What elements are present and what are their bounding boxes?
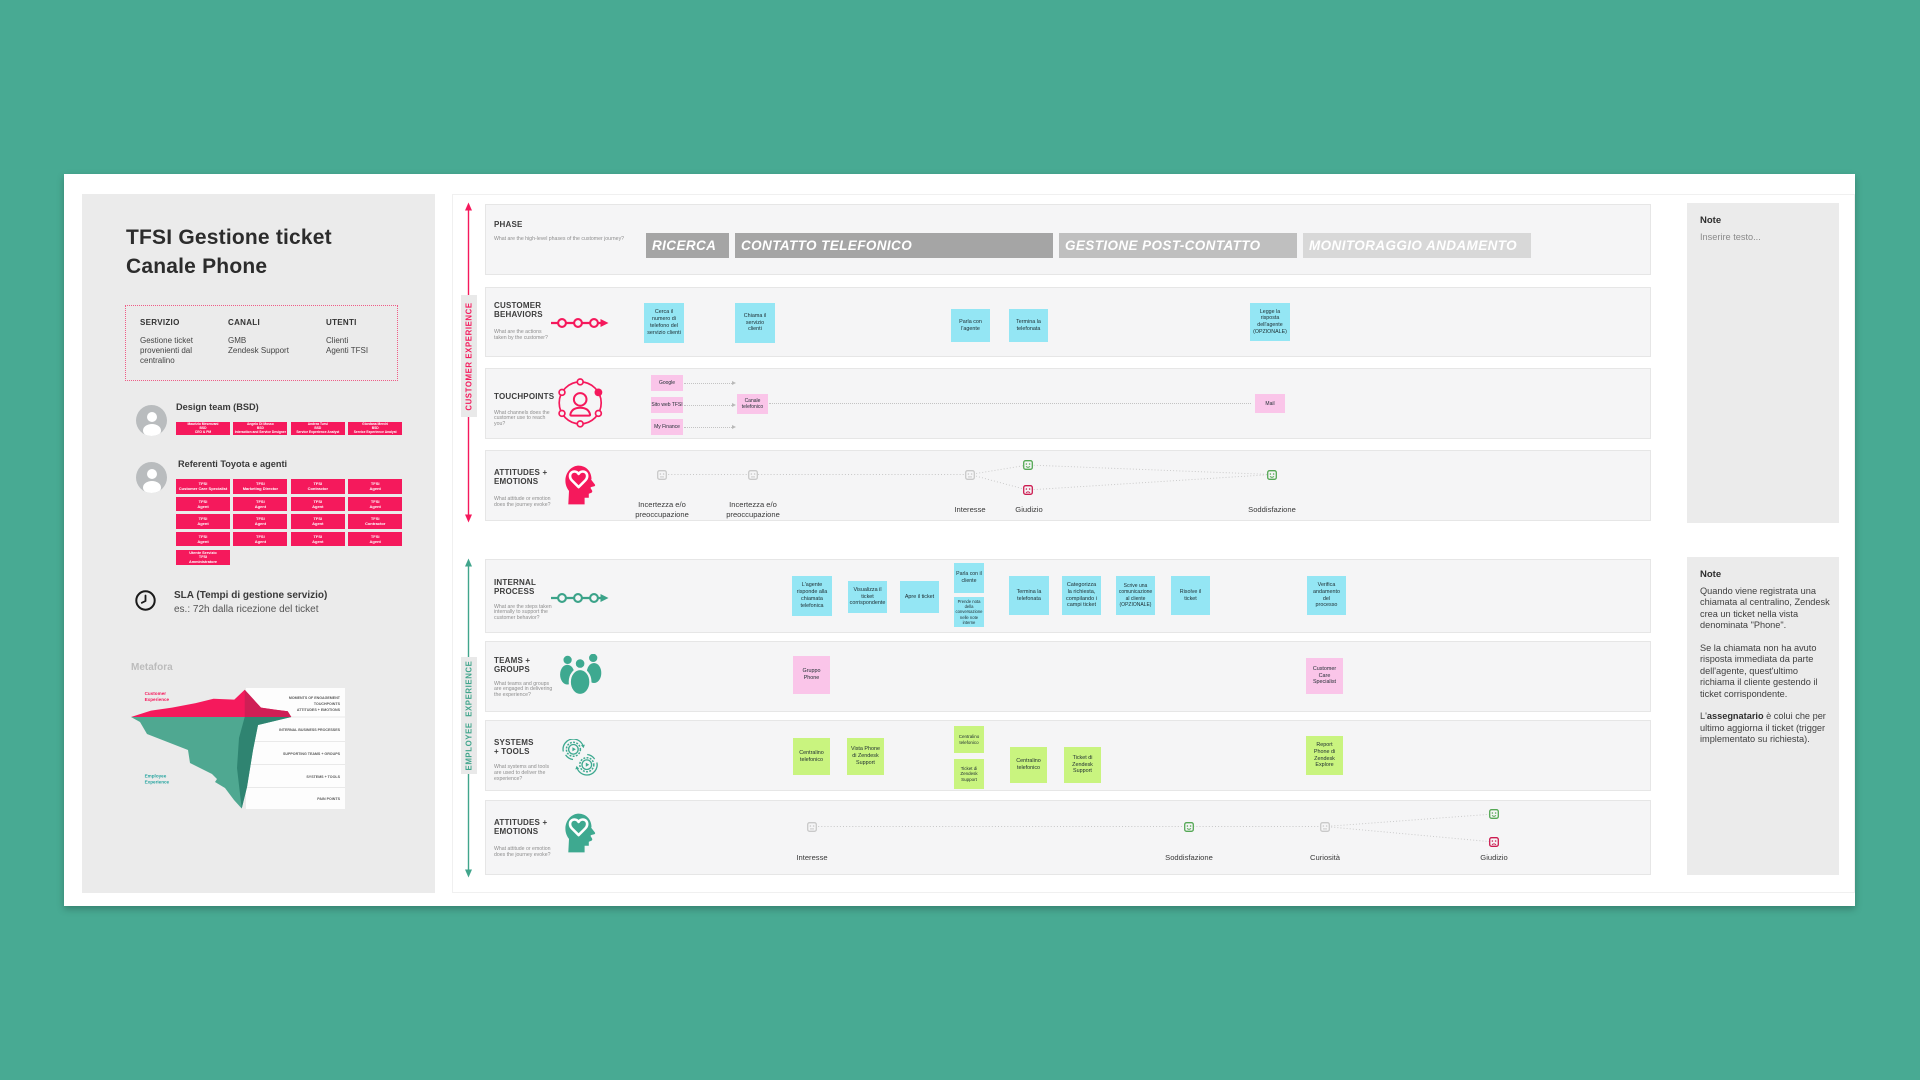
svg-text:Experience: Experience (145, 697, 170, 702)
svg-text:SUPPORTING TEAMS + GROUPS: SUPPORTING TEAMS + GROUPS (283, 752, 341, 756)
svg-text:ATTITUDES + EMOTIONS: ATTITUDES + EMOTIONS (297, 708, 341, 712)
svg-text:TOUCHPOINTS: TOUCHPOINTS (314, 702, 341, 706)
svg-text:PAIN POINTS: PAIN POINTS (317, 797, 340, 801)
svg-text:SYSTEMS + TOOLS: SYSTEMS + TOOLS (306, 775, 340, 779)
svg-text:MOMENTS OF ENGAGEMENT: MOMENTS OF ENGAGEMENT (289, 696, 341, 700)
svg-text:Customer: Customer (145, 691, 167, 696)
svg-text:Experience: Experience (145, 780, 170, 785)
svg-text:Employee: Employee (145, 774, 167, 779)
svg-text:INTERNAL BUSINESS PROCESSES: INTERNAL BUSINESS PROCESSES (279, 728, 340, 732)
